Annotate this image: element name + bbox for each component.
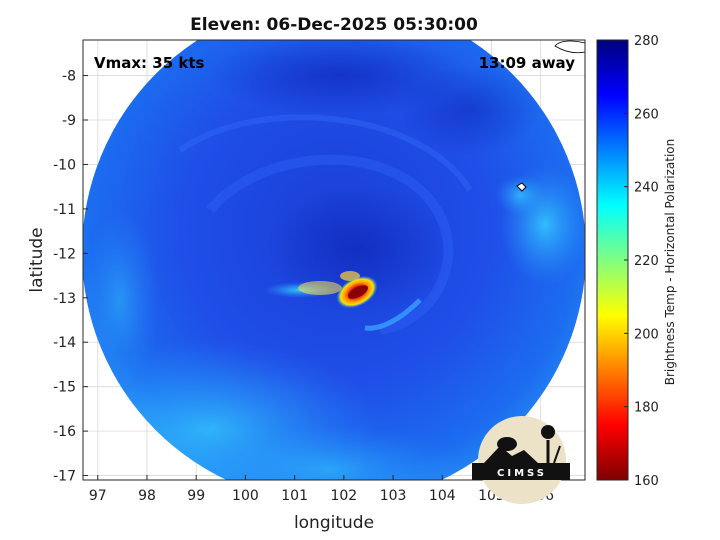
colorbar-tick-label: 160: [634, 474, 659, 489]
y-axis-ticks: -8 -9 -10 -11 -12 -13 -14 -15 -16 -17: [53, 69, 88, 485]
plot-frame: [82, 39, 586, 481]
x-tick-label: 104: [429, 488, 456, 504]
time-away-annotation: 13:09 away: [479, 54, 576, 72]
y-tick-label: -14: [53, 335, 76, 351]
colorbar-tick-label: 280: [634, 34, 659, 49]
colorbar-label: Brightness Temp - Horizontal Polarizatio…: [663, 139, 677, 386]
y-tick-label: -17: [53, 469, 76, 485]
colorbar-tick-label: 200: [634, 327, 659, 342]
vmax-annotation: Vmax: 35 kts: [94, 54, 204, 72]
x-tick-label: 97: [89, 488, 107, 504]
colorbar-tick-label: 260: [634, 107, 659, 122]
x-axis-label: longitude: [294, 513, 374, 533]
y-axis-label: latitude: [27, 227, 47, 292]
x-tick-label: 99: [187, 488, 205, 504]
colorbar-tick-label: 240: [634, 181, 659, 196]
colorbar-tick-label: 220: [634, 254, 659, 269]
y-tick-label: -8: [62, 69, 76, 85]
colorbar-ticks: 280 260 240 220 200 180 160: [624, 34, 659, 489]
x-tick-label: 101: [281, 488, 308, 504]
colorbar-tick-label: 180: [634, 401, 659, 416]
colorbar: [596, 39, 629, 481]
y-tick-label: -15: [53, 380, 76, 396]
x-tick-label: 98: [138, 488, 156, 504]
y-tick-label: -12: [53, 246, 76, 262]
logo-text: CIMSS: [497, 468, 547, 479]
x-axis-ticks: 979899100101102103104105106: [89, 475, 554, 504]
x-tick-label: 100: [232, 488, 259, 504]
island-outline: [516, 182, 527, 192]
x-tick-label: 103: [380, 488, 407, 504]
y-tick-label: -10: [53, 157, 76, 173]
microwave-swath: [83, 40, 585, 480]
cimss-logo: CIMSS: [472, 416, 570, 504]
x-tick-label: 102: [330, 488, 357, 504]
chart-title: Eleven: 06-Dec-2025 05:30:00: [190, 15, 478, 35]
y-tick-label: -9: [62, 113, 76, 129]
y-tick-label: -16: [53, 424, 76, 440]
y-tick-label: -13: [53, 291, 76, 307]
y-tick-label: -11: [53, 202, 76, 218]
